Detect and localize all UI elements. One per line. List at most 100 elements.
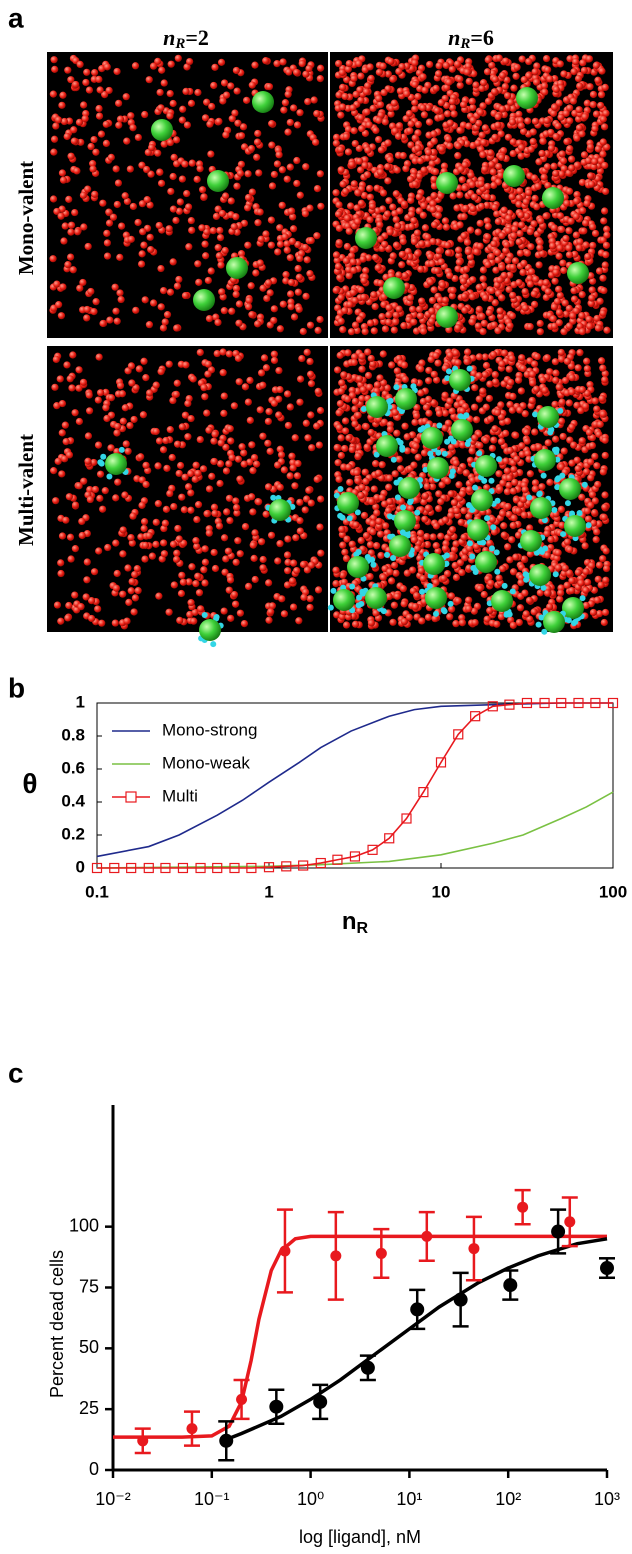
panel-label: a — [8, 2, 24, 33]
particle — [217, 234, 224, 241]
particle — [265, 617, 272, 624]
particle — [259, 285, 266, 292]
particle — [85, 243, 92, 250]
particle — [390, 252, 397, 259]
particle — [253, 154, 260, 161]
particle — [527, 280, 534, 287]
particle — [380, 89, 387, 96]
particle — [106, 87, 113, 94]
particle — [119, 591, 126, 598]
particle — [393, 216, 400, 223]
particle — [238, 132, 245, 139]
particle — [539, 377, 546, 384]
particle — [218, 59, 225, 66]
particle — [175, 55, 182, 62]
particle — [453, 507, 460, 514]
particle — [503, 241, 510, 248]
sphere — [436, 306, 458, 328]
particle — [113, 429, 120, 436]
particle — [201, 579, 208, 586]
particle — [211, 458, 218, 465]
point — [361, 1361, 375, 1375]
particle — [236, 378, 243, 385]
particle — [233, 183, 240, 190]
particle — [58, 102, 65, 109]
particle — [575, 75, 582, 82]
receptor — [338, 486, 344, 492]
x-tick-label: 1 — [264, 882, 273, 901]
sub: R — [174, 36, 185, 52]
particle — [531, 608, 538, 615]
particle — [343, 257, 350, 264]
particle — [350, 267, 357, 274]
particle — [476, 585, 483, 592]
sphere — [398, 477, 420, 499]
particle — [517, 604, 524, 611]
particle — [584, 365, 591, 372]
particle — [50, 195, 57, 202]
particle — [221, 392, 228, 399]
particle — [552, 436, 559, 443]
particle — [75, 366, 82, 373]
particle — [455, 142, 462, 149]
particle — [275, 151, 282, 158]
sphere — [252, 91, 274, 113]
particle — [218, 439, 225, 446]
particle — [460, 101, 467, 108]
particle — [375, 117, 382, 124]
particle — [427, 253, 434, 260]
x-tick-label: 10⁻² — [95, 1489, 131, 1509]
sphere — [427, 457, 449, 479]
particle — [118, 223, 125, 230]
particle — [96, 354, 103, 361]
particle — [71, 138, 78, 145]
particle — [403, 90, 410, 97]
particle — [103, 140, 110, 147]
particle — [368, 429, 375, 436]
particle — [367, 573, 374, 580]
particle — [206, 485, 213, 492]
particle — [417, 157, 424, 164]
particle — [295, 617, 302, 624]
x-tick-label: 100 — [599, 882, 627, 901]
particle — [268, 142, 275, 149]
particle — [494, 122, 501, 129]
receptor — [436, 423, 442, 429]
row-label: Multi-valent — [14, 434, 38, 546]
particle — [460, 507, 467, 514]
particle — [531, 428, 538, 435]
particle — [142, 542, 149, 549]
particle — [375, 264, 382, 271]
particle — [601, 162, 608, 169]
particle — [282, 99, 289, 106]
particle — [495, 574, 502, 581]
particle — [529, 379, 536, 386]
particle — [478, 203, 485, 210]
particle — [484, 193, 491, 200]
particle — [249, 467, 256, 474]
particle — [456, 221, 463, 228]
particle — [600, 217, 607, 224]
particle — [345, 272, 352, 279]
particle — [571, 296, 578, 303]
particle — [386, 474, 393, 481]
particle — [162, 437, 169, 444]
particle — [437, 533, 444, 540]
receptor — [496, 456, 502, 462]
particle — [560, 70, 567, 77]
particle — [155, 593, 162, 600]
particle — [402, 376, 409, 383]
particle — [341, 307, 348, 314]
particle — [374, 381, 381, 388]
particle — [515, 279, 522, 286]
particle — [556, 319, 563, 326]
particle — [173, 136, 180, 143]
particle — [141, 525, 148, 532]
particle — [190, 375, 197, 382]
particle — [551, 224, 558, 231]
particle — [227, 82, 234, 89]
particle — [473, 416, 480, 423]
particle — [535, 261, 542, 268]
particle — [338, 318, 345, 325]
particle — [389, 203, 396, 210]
